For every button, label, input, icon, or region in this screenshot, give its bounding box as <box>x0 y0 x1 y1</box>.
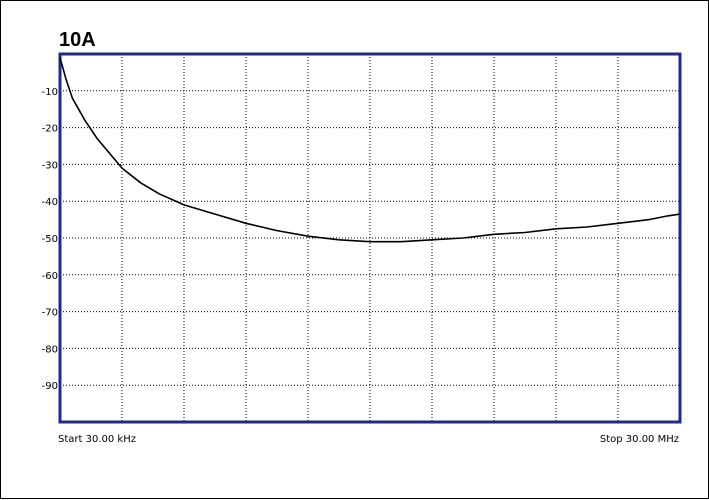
chart-title: 10A <box>59 29 96 51</box>
y-tick-label: -40 <box>42 197 58 208</box>
trace-line <box>59 57 681 243</box>
start-frequency-label: Start 30.00 kHz <box>58 434 136 445</box>
y-tick-label: -60 <box>42 271 58 282</box>
plot-border <box>58 52 682 424</box>
stop-frequency-label: Stop 30.00 MHz <box>600 434 679 445</box>
y-tick-label: -20 <box>42 124 58 135</box>
y-tick-label: -50 <box>42 234 58 245</box>
y-tick-label: -80 <box>42 344 58 355</box>
y-tick-label: -10 <box>42 87 58 98</box>
y-tick-label: -30 <box>42 160 58 171</box>
y-tick-label: -70 <box>42 308 58 319</box>
grid <box>60 54 680 422</box>
y-tick-label: -90 <box>42 381 58 392</box>
y-tick-labels: -10 -20 -30 -40 -50 -60 -70 -80 -90 <box>42 87 58 392</box>
